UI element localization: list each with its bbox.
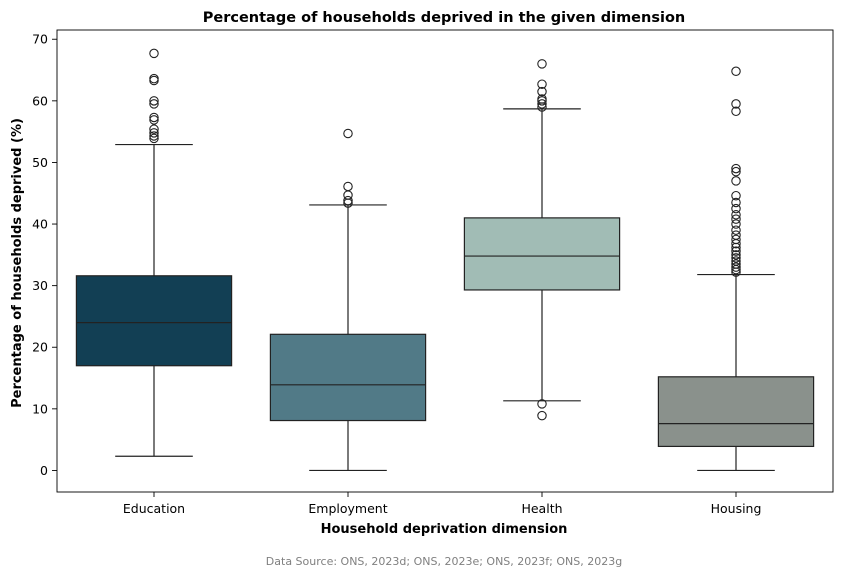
outlier-point — [537, 86, 547, 97]
outlier-point — [149, 48, 159, 59]
y-tick-label: 70 — [32, 32, 48, 47]
outlier-point — [343, 181, 353, 192]
outlier-point — [731, 99, 741, 109]
outlier-point — [149, 99, 159, 109]
outlier-point — [537, 399, 547, 409]
plot-frame — [56, 29, 834, 493]
x-tick-label: Health — [521, 501, 562, 516]
y-axis-label: Percentage of households deprived (%) — [10, 118, 25, 408]
outlier-point — [537, 410, 547, 421]
y-tick-label: 50 — [32, 155, 48, 170]
y-tick-label: 0 — [40, 463, 48, 478]
x-tick-label: Employment — [308, 501, 387, 516]
outlier-point — [731, 246, 741, 256]
chart-title: Percentage of households deprived in the… — [203, 10, 685, 26]
outlier-point — [731, 214, 741, 224]
plot-area: 0 10 20 30 40 50 60 70 Education Employment Health… — [32, 29, 834, 516]
box-employment — [269, 333, 427, 422]
data-source-note: Data Source: ONS, 2023d; ONS, 2023e; ONS… — [265, 555, 623, 568]
outlier-point — [149, 133, 159, 144]
outlier-point — [731, 256, 741, 266]
outlier-point — [537, 99, 547, 109]
y-tick-label: 20 — [32, 340, 48, 355]
outlier-point — [731, 234, 741, 245]
outlier-point — [149, 124, 159, 134]
y-tick-label: 30 — [32, 278, 48, 293]
outlier-point — [731, 166, 741, 177]
outlier-point — [343, 128, 353, 139]
outlier-point — [731, 203, 741, 214]
x-tick-label: Education — [123, 501, 185, 516]
outlier-point — [731, 176, 741, 186]
outlier-point — [149, 96, 159, 106]
outlier-point — [731, 262, 741, 272]
outlier-point — [149, 75, 159, 86]
outlier-point — [731, 190, 741, 201]
outlier-point — [731, 163, 741, 174]
outlier-point — [149, 73, 159, 84]
outlier-point — [343, 195, 353, 206]
outlier-point — [731, 210, 741, 220]
outlier-point — [149, 115, 159, 125]
y-tick-label: 10 — [32, 401, 48, 416]
outlier-point — [731, 230, 741, 240]
outlier-point — [731, 197, 741, 208]
outlier-point — [537, 79, 547, 89]
outlier-point — [731, 66, 741, 77]
box-housing — [657, 376, 815, 448]
outlier-point — [149, 128, 159, 138]
outlier-point — [343, 190, 353, 200]
outlier-point — [731, 253, 741, 263]
outlier-point — [537, 59, 547, 69]
outlier-point — [731, 225, 741, 235]
y-tick-label: 40 — [32, 217, 48, 232]
box-health — [463, 217, 621, 291]
outlier-point — [149, 131, 159, 141]
box-education — [75, 275, 233, 367]
outlier-point — [731, 250, 741, 260]
outlier-point — [537, 94, 547, 104]
y-tick-label: 60 — [32, 93, 48, 108]
x-tick-label: Housing — [711, 501, 762, 516]
outlier-point — [149, 112, 159, 123]
outlier-point — [731, 106, 741, 117]
x-axis-label: Household deprivation dimension — [321, 522, 568, 537]
outlier-point — [731, 259, 741, 269]
outlier-point — [731, 219, 741, 229]
